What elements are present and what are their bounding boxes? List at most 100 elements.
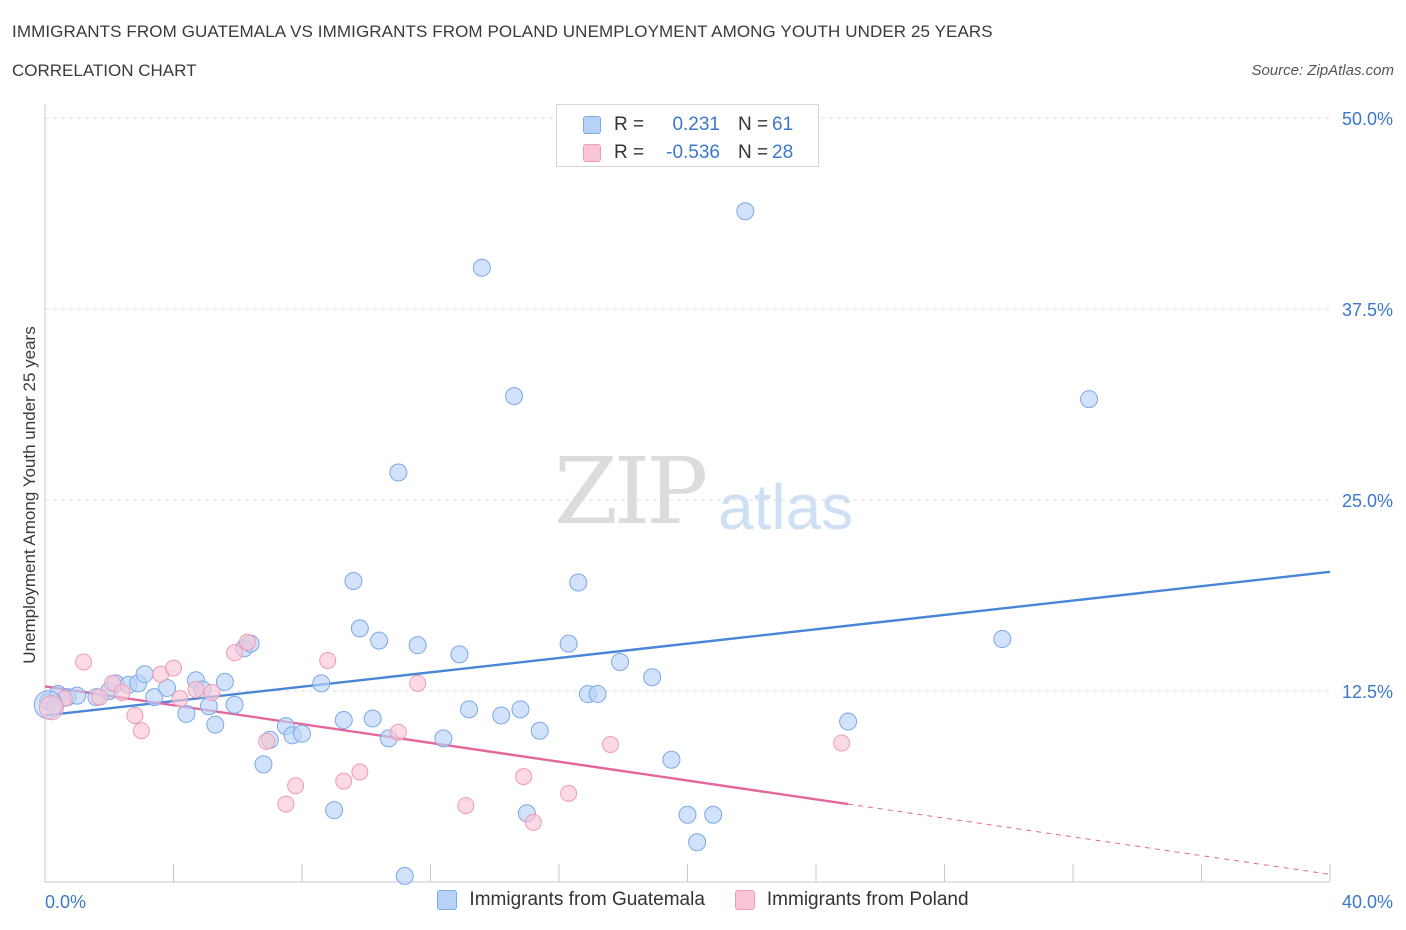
- data-point-guatemala: [370, 631, 389, 650]
- data-point-guatemala: [569, 573, 588, 592]
- data-point-poland: [203, 684, 221, 702]
- data-point-poland: [389, 723, 407, 741]
- legend-row-poland: R = -0.536 N = 28: [583, 140, 793, 166]
- stats-legend: R = 0.231 N = 61 R = -0.536 N = 28: [556, 104, 819, 167]
- data-points: [33, 202, 1099, 885]
- legend-r-label: R =: [614, 114, 645, 135]
- series-swatch-guatemala: [437, 890, 458, 910]
- data-point-guatemala: [135, 665, 154, 684]
- data-point-guatemala: [215, 672, 234, 691]
- legend-swatch-poland: [583, 144, 601, 162]
- data-point-guatemala: [363, 709, 382, 728]
- data-point-guatemala: [472, 258, 491, 277]
- data-point-poland: [351, 763, 369, 781]
- chart-title: IMMIGRANTS FROM GUATEMALA VS IMMIGRANTS …: [12, 22, 993, 41]
- data-point-guatemala: [505, 387, 524, 406]
- data-point-guatemala: [177, 704, 196, 723]
- data-point-guatemala: [145, 688, 164, 707]
- axes: [44, 104, 1331, 883]
- data-point-guatemala: [643, 668, 662, 687]
- data-point-poland: [171, 690, 189, 708]
- data-point-poland: [524, 813, 542, 831]
- data-point-poland: [187, 680, 205, 698]
- trend-line-poland: [848, 803, 1331, 875]
- grid-lines: [45, 117, 1330, 692]
- y-tick-label: 25.0%: [1342, 491, 1393, 511]
- data-point-guatemala: [334, 711, 353, 730]
- x-tick-label: 0.0%: [45, 892, 86, 912]
- data-point-guatemala: [1080, 390, 1099, 409]
- series-legend-item-poland[interactable]: Immigrants from Poland: [734, 889, 969, 911]
- data-point-guatemala: [993, 630, 1012, 649]
- data-point-guatemala: [688, 833, 707, 852]
- data-point-guatemala: [678, 805, 697, 824]
- data-point-guatemala: [662, 750, 681, 769]
- legend-r-label: R =: [614, 142, 645, 163]
- data-point-poland: [457, 797, 475, 815]
- data-point-guatemala: [460, 700, 479, 719]
- y-tick-label: 12.5%: [1342, 682, 1393, 702]
- data-point-poland: [560, 784, 578, 802]
- data-point-poland: [238, 633, 256, 651]
- data-point-guatemala: [736, 202, 755, 221]
- x-tick-label: 40.0%: [1342, 892, 1393, 912]
- data-point-guatemala: [312, 674, 331, 693]
- data-point-poland: [601, 735, 619, 753]
- data-point-guatemala: [704, 805, 723, 824]
- data-point-poland: [277, 795, 295, 813]
- data-point-poland: [165, 659, 182, 677]
- data-point-guatemala: [450, 645, 469, 664]
- trend-line-guatemala: [44, 570, 1331, 717]
- watermark-atlas: atlas: [718, 471, 854, 543]
- legend-row-guatemala: R = 0.231 N = 61: [583, 112, 793, 138]
- data-point-poland: [126, 706, 144, 724]
- data-point-guatemala: [389, 463, 408, 482]
- data-point-poland: [75, 653, 93, 671]
- series-swatch-poland: [734, 890, 755, 910]
- series-label-poland: Immigrants from Poland: [766, 889, 969, 910]
- data-point-guatemala: [588, 685, 607, 704]
- data-point-guatemala: [492, 706, 511, 725]
- data-point-guatemala: [206, 715, 225, 734]
- data-point-guatemala: [434, 729, 453, 748]
- data-point-poland: [409, 674, 427, 692]
- chart-subtitle: CORRELATION CHART: [12, 61, 197, 80]
- trend-lines: [44, 570, 1331, 875]
- data-point-guatemala: [511, 700, 530, 719]
- data-point-guatemala: [395, 866, 414, 885]
- legend-n-label: N =: [738, 114, 769, 135]
- series-legend: Immigrants from Guatemala Immigrants fro…: [0, 889, 1406, 911]
- data-point-poland: [515, 768, 533, 786]
- tick-labels: 12.5% 25.0% 37.5% 50.0% 0.0% 40.0%: [45, 109, 1393, 912]
- legend-r-value: 0.231: [672, 114, 720, 135]
- watermark-zip: ZIP: [554, 438, 708, 545]
- series-legend-item-guatemala[interactable]: Immigrants from Guatemala: [437, 889, 705, 911]
- legend-n-value: 28: [772, 142, 794, 163]
- data-point-poland: [113, 684, 131, 702]
- data-point-poland: [335, 772, 353, 790]
- data-point-guatemala: [344, 571, 363, 590]
- data-point-guatemala: [225, 695, 244, 714]
- y-tick-label: 50.0%: [1342, 109, 1393, 129]
- legend-r-value: -0.536: [666, 142, 720, 163]
- data-point-poland: [38, 695, 64, 721]
- legend-n-value: 61: [772, 114, 794, 135]
- data-point-guatemala: [293, 724, 311, 743]
- data-point-guatemala: [325, 801, 344, 820]
- data-point-poland: [287, 777, 305, 795]
- data-point-poland: [833, 734, 851, 752]
- y-tick-label: 37.5%: [1342, 300, 1393, 320]
- source-label: Source: ZipAtlas.com: [1251, 62, 1394, 79]
- data-point-poland: [226, 644, 244, 662]
- data-point-guatemala: [254, 755, 273, 774]
- data-point-guatemala: [559, 634, 578, 653]
- y-axis-label: Unemployment Among Youth under 25 years: [20, 326, 39, 664]
- series-label-guatemala: Immigrants from Guatemala: [469, 889, 705, 910]
- data-point-guatemala: [611, 652, 630, 671]
- data-point-guatemala: [839, 712, 858, 731]
- data-point-guatemala: [350, 619, 369, 638]
- legend-swatch-guatemala: [583, 116, 601, 134]
- data-point-poland: [132, 722, 150, 740]
- data-point-poland: [319, 651, 337, 669]
- legend-n-label: N =: [738, 142, 769, 163]
